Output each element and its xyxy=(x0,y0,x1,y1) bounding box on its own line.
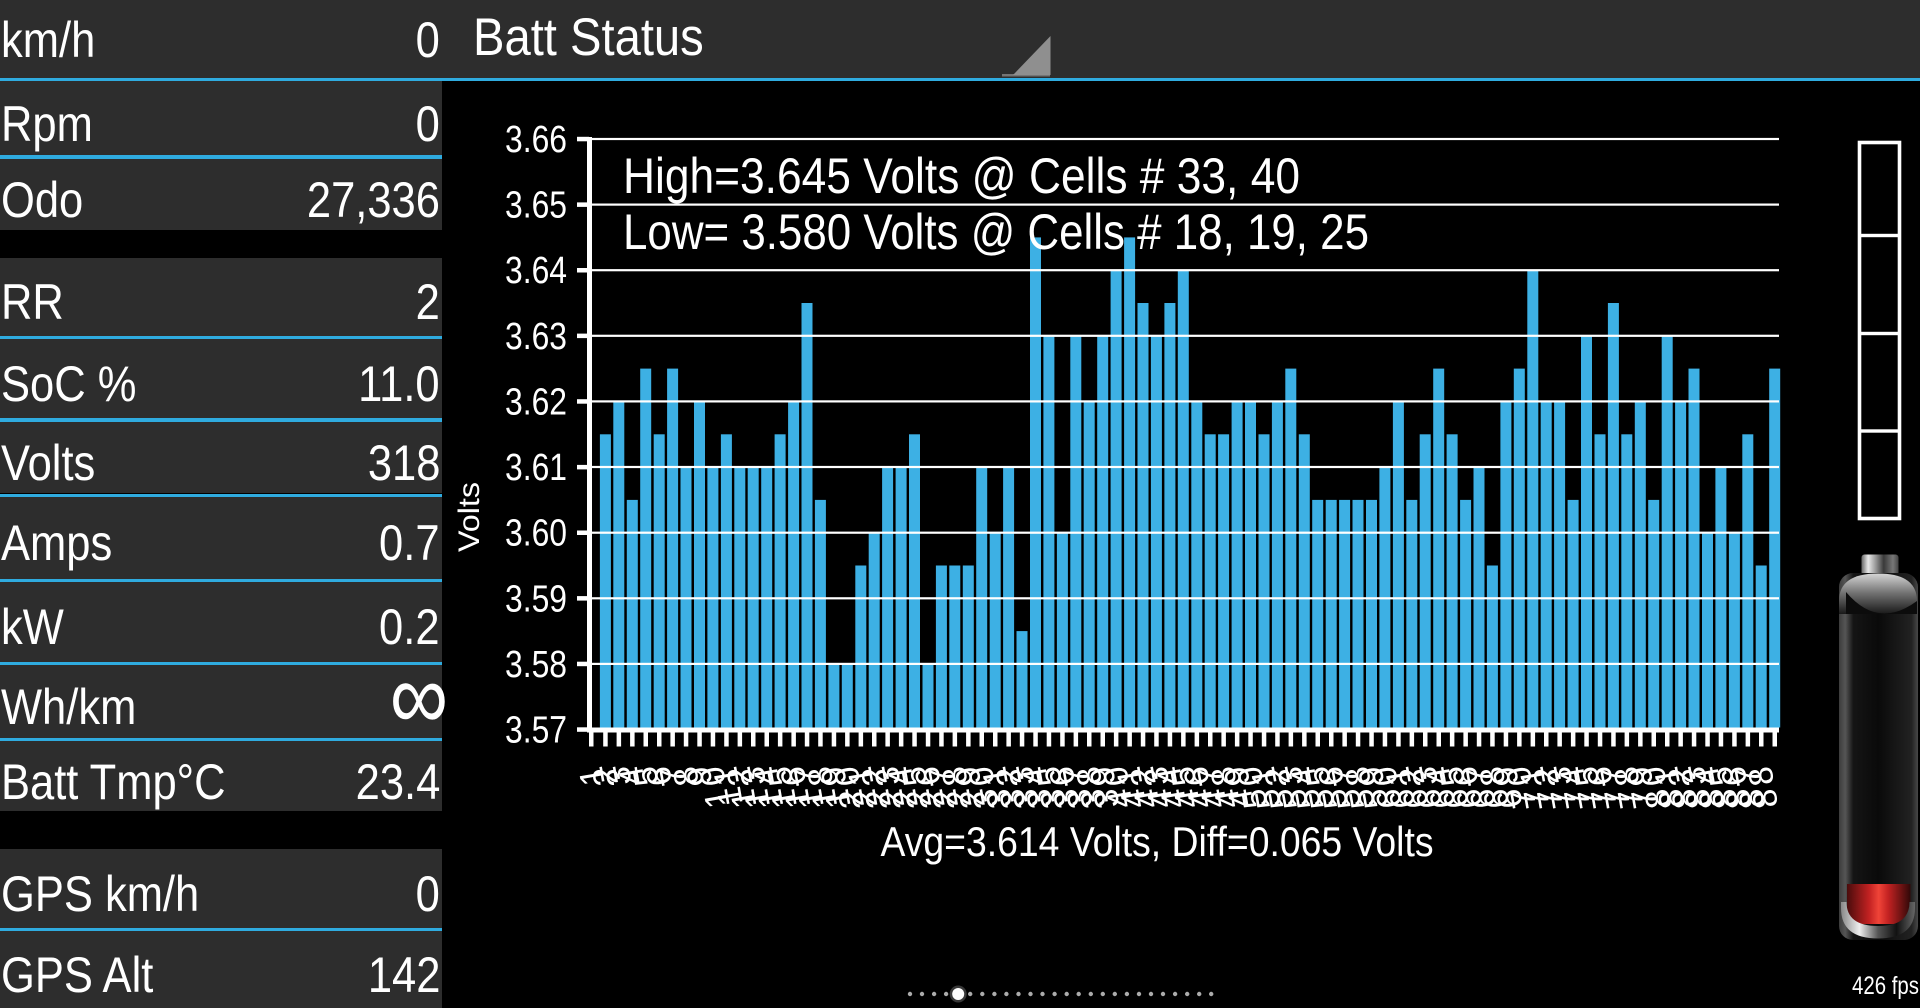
svg-text:12: 12 xyxy=(719,760,764,812)
svg-text:40: 40 xyxy=(1096,760,1141,812)
svg-text:3.57: 3.57 xyxy=(505,710,567,752)
svg-text:3.62: 3.62 xyxy=(505,381,567,423)
svg-text:71: 71 xyxy=(1512,760,1557,812)
svg-text:63: 63 xyxy=(1405,760,1450,812)
svg-text:29: 29 xyxy=(948,760,993,812)
svg-text:86: 86 xyxy=(1714,760,1759,812)
svg-text:35: 35 xyxy=(1028,760,1073,812)
svg-text:54: 54 xyxy=(1284,760,1329,812)
svg-text:74: 74 xyxy=(1552,760,1597,812)
svg-text:79: 79 xyxy=(1620,760,1665,812)
svg-text:11: 11 xyxy=(706,760,751,809)
svg-text:58: 58 xyxy=(1337,760,1382,812)
svg-text:43: 43 xyxy=(1136,760,1181,812)
svg-text:55: 55 xyxy=(1297,760,1342,812)
svg-text:33: 33 xyxy=(1001,760,1046,812)
svg-text:13: 13 xyxy=(733,760,778,812)
svg-text:81: 81 xyxy=(1647,760,1692,812)
svg-text:53: 53 xyxy=(1270,760,1315,812)
svg-text:3.66: 3.66 xyxy=(505,119,567,161)
svg-text:25: 25 xyxy=(894,760,939,812)
svg-text:78: 78 xyxy=(1606,760,1651,812)
svg-text:50: 50 xyxy=(1230,760,1275,812)
svg-text:Volts: Volts xyxy=(453,482,486,552)
svg-text:68: 68 xyxy=(1472,760,1517,812)
svg-text:72: 72 xyxy=(1526,760,1571,812)
svg-text:21: 21 xyxy=(840,760,885,812)
svg-text:23: 23 xyxy=(867,760,912,812)
svg-text:84: 84 xyxy=(1687,760,1732,812)
svg-text:22: 22 xyxy=(854,760,899,812)
svg-text:66: 66 xyxy=(1445,760,1490,812)
svg-text:3.58: 3.58 xyxy=(505,644,567,686)
svg-text:46: 46 xyxy=(1176,760,1221,812)
svg-text:24: 24 xyxy=(880,760,925,812)
svg-text:87: 87 xyxy=(1727,760,1772,812)
svg-text:75: 75 xyxy=(1566,760,1611,812)
svg-text:65: 65 xyxy=(1432,760,1477,812)
svg-text:80: 80 xyxy=(1633,760,1678,812)
svg-text:45: 45 xyxy=(1163,760,1208,812)
svg-text:31: 31 xyxy=(975,760,1020,812)
svg-text:Low= 3.580 Volts @ Cells # 18,: Low= 3.580 Volts @ Cells # 18, 19, 25 xyxy=(623,204,1369,260)
svg-text:26: 26 xyxy=(907,760,952,812)
svg-text:77: 77 xyxy=(1593,760,1638,812)
svg-text:57: 57 xyxy=(1324,760,1369,812)
svg-text:3.59: 3.59 xyxy=(505,578,567,620)
svg-text:17: 17 xyxy=(786,760,831,812)
svg-text:69: 69 xyxy=(1485,760,1530,812)
svg-text:64: 64 xyxy=(1418,760,1463,812)
svg-text:67: 67 xyxy=(1458,760,1503,812)
svg-text:76: 76 xyxy=(1579,760,1624,812)
svg-text:18: 18 xyxy=(800,760,845,812)
svg-text:14: 14 xyxy=(746,760,791,812)
svg-text:44: 44 xyxy=(1149,760,1194,812)
svg-text:47: 47 xyxy=(1190,760,1235,812)
svg-text:88: 88 xyxy=(1741,760,1786,812)
svg-text:15: 15 xyxy=(760,760,805,812)
svg-text:16: 16 xyxy=(773,760,818,812)
svg-text:3.65: 3.65 xyxy=(505,185,567,227)
svg-text:32: 32 xyxy=(988,760,1033,812)
svg-text:28: 28 xyxy=(934,760,979,812)
svg-text:3.61: 3.61 xyxy=(505,447,567,489)
svg-text:30: 30 xyxy=(961,760,1006,812)
svg-text:426 fps: 426 fps xyxy=(1852,972,1919,1000)
svg-text:3.63: 3.63 xyxy=(505,316,567,358)
svg-text:39: 39 xyxy=(1082,760,1127,812)
svg-text:49: 49 xyxy=(1216,760,1261,812)
svg-text:19: 19 xyxy=(813,760,858,812)
svg-text:34: 34 xyxy=(1015,760,1060,812)
svg-text:73: 73 xyxy=(1539,760,1584,812)
svg-text:83: 83 xyxy=(1673,760,1718,812)
svg-text:52: 52 xyxy=(1257,760,1302,812)
svg-text:3.64: 3.64 xyxy=(505,250,567,292)
svg-text:61: 61 xyxy=(1378,760,1423,812)
svg-text:85: 85 xyxy=(1700,760,1745,812)
svg-text:10: 10 xyxy=(692,760,737,812)
svg-text:62: 62 xyxy=(1391,760,1436,812)
svg-text:48: 48 xyxy=(1203,760,1248,812)
svg-text:20: 20 xyxy=(827,760,872,812)
svg-text:37: 37 xyxy=(1055,760,1100,812)
svg-text:82: 82 xyxy=(1660,760,1705,812)
svg-text:27: 27 xyxy=(921,760,966,812)
svg-text:High=3.645 Volts @ Cells # 33,: High=3.645 Volts @ Cells # 33, 40 xyxy=(623,148,1300,204)
svg-text:36: 36 xyxy=(1042,760,1087,812)
svg-text:38: 38 xyxy=(1069,760,1114,812)
svg-text:51: 51 xyxy=(1243,760,1288,812)
svg-text:Avg=3.614 Volts, Diff=0.065 Vo: Avg=3.614 Volts, Diff=0.065 Volts xyxy=(881,818,1434,865)
svg-text:56: 56 xyxy=(1311,760,1356,812)
svg-text:59: 59 xyxy=(1351,760,1396,812)
svg-text:70: 70 xyxy=(1499,760,1544,812)
svg-text:3.60: 3.60 xyxy=(505,513,567,555)
svg-text:60: 60 xyxy=(1364,760,1409,812)
svg-text:42: 42 xyxy=(1122,760,1167,812)
svg-text:41: 41 xyxy=(1109,760,1154,812)
